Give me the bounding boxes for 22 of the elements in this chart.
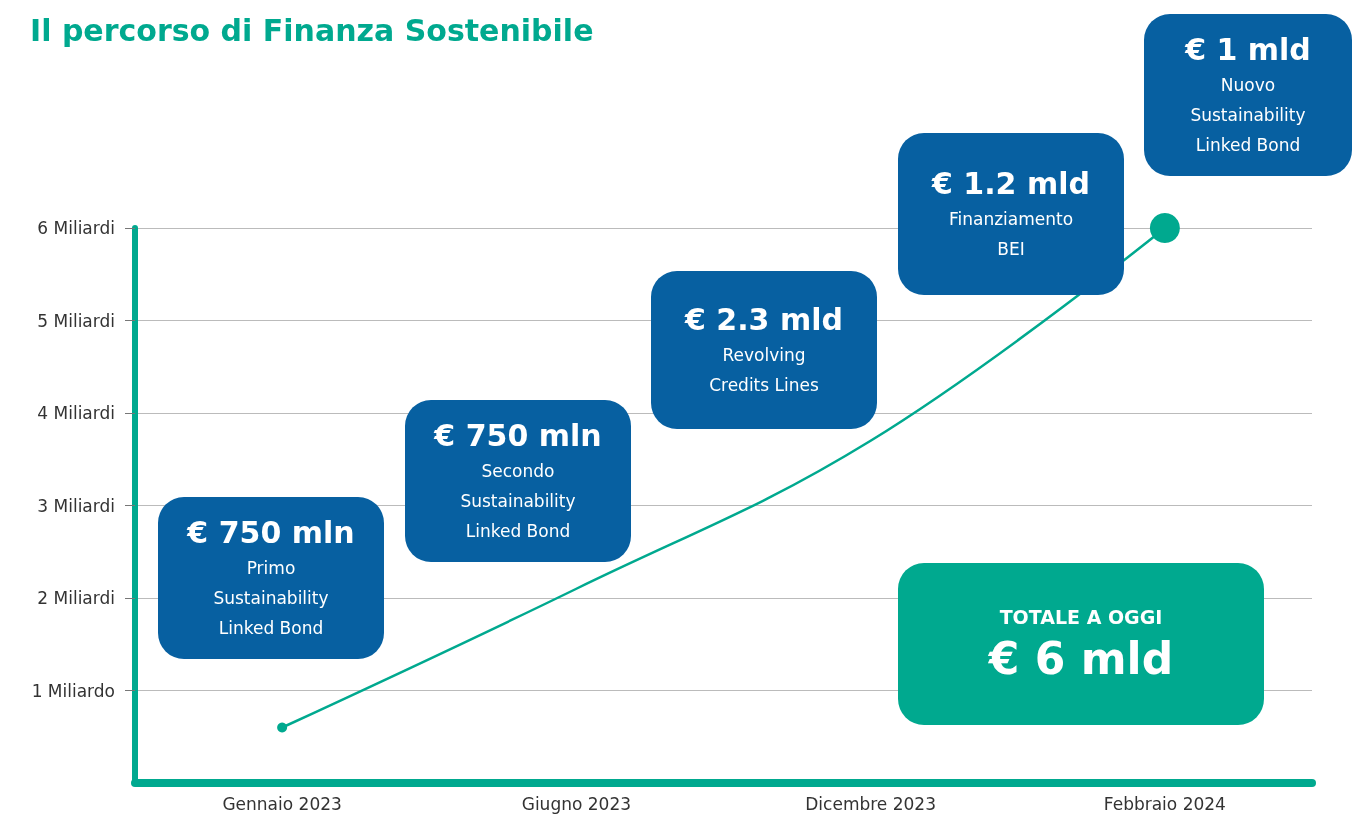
annotation: € 750 mln Secondo Sustainability Linked Bond bbox=[433, 417, 603, 543]
annotation: € 750 mln Primo Sustainability Linked Bond bbox=[186, 514, 356, 640]
x-tick-label: Dicembre 2023 bbox=[805, 793, 936, 814]
total-box: TOTALE A OGGI € 6 mld bbox=[898, 563, 1264, 725]
y-tick-label: 2 Miliardi bbox=[37, 588, 115, 608]
y-tick-label: 1 Miliardo bbox=[31, 680, 115, 701]
info-box: € 2.3 mld Revolving Credits Lines bbox=[651, 271, 877, 429]
x-tick-label: Giugno 2023 bbox=[521, 793, 632, 814]
x-tick-label: Febbraio 2024 bbox=[1103, 793, 1226, 814]
info-box: € 1 mld Nuovo Sustainability Linked Bond bbox=[1144, 14, 1352, 176]
x-tick-label: Gennaio 2023 bbox=[222, 793, 342, 814]
y-tick-label: 4 Miliardi bbox=[37, 403, 115, 423]
y-tick-label: 6 Miliardi bbox=[37, 218, 115, 238]
y-tick-label: 3 Miliardi bbox=[37, 495, 115, 516]
info-box: € 750 mln Secondo Sustainability Linked Bond bbox=[405, 400, 631, 562]
annotation: € 1.2 mld Finanziamento BEI bbox=[930, 165, 1091, 261]
info-box: € 750 mln Primo Sustainability Linked Bond bbox=[158, 497, 384, 659]
annotation: € 2.3 mld Revolving Credits Lines bbox=[683, 301, 844, 397]
annotation: TOTALE A OGGI € 6 mld bbox=[987, 605, 1175, 686]
info-box: € 1.2 mld Finanziamento BEI bbox=[898, 133, 1124, 295]
y-tick-label: 5 Miliardi bbox=[37, 310, 115, 331]
chart-title: Il percorso di Finanza Sostenibile bbox=[30, 12, 594, 48]
